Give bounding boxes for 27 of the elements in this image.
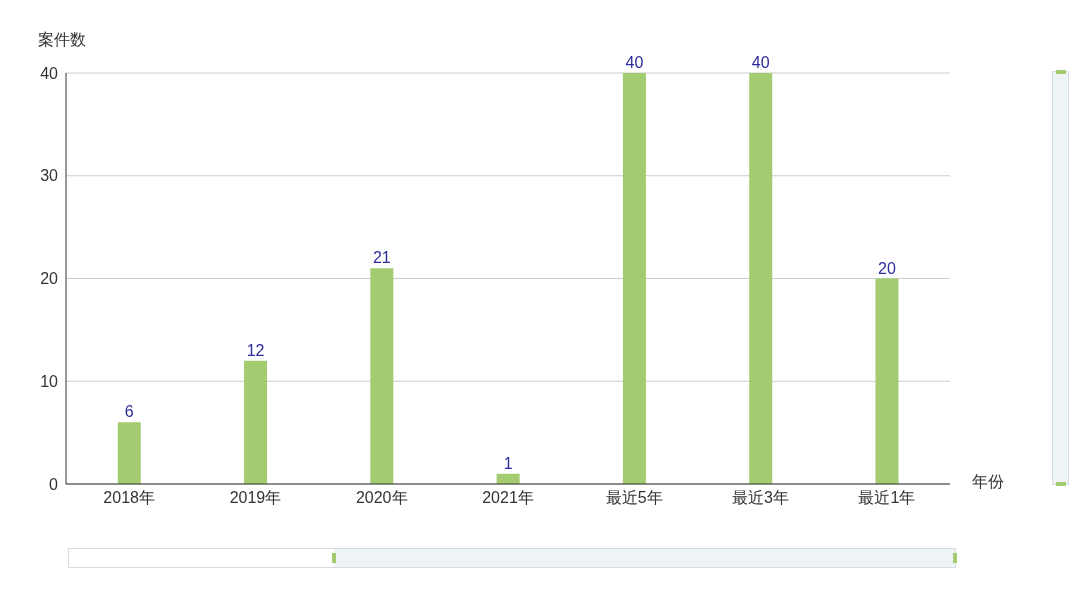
data-label: 12 bbox=[246, 341, 265, 359]
y-axis-title: 案件数 bbox=[38, 30, 86, 50]
x-tick-label: 最近1年 bbox=[858, 489, 916, 507]
x-tick-label: 2021年 bbox=[482, 489, 534, 507]
bar bbox=[370, 268, 394, 484]
x-tick-label: 2020年 bbox=[355, 489, 408, 507]
x-tick-label: 最近5年 bbox=[605, 489, 663, 507]
y-tick-label: 20 bbox=[40, 270, 59, 288]
data-label: 6 bbox=[124, 403, 134, 421]
x-tick-label: 最近3年 bbox=[732, 489, 790, 507]
bar bbox=[749, 73, 773, 484]
bar bbox=[622, 73, 646, 484]
data-label: 21 bbox=[372, 249, 391, 267]
bar bbox=[244, 360, 268, 484]
y-tick-label: 40 bbox=[40, 64, 59, 82]
x-tick-label: 2018年 bbox=[103, 489, 155, 507]
data-label: 1 bbox=[503, 454, 513, 472]
y-tick-label: 30 bbox=[40, 167, 59, 185]
bar bbox=[875, 278, 899, 484]
y-tick-label: 0 bbox=[49, 475, 59, 493]
data-label: 20 bbox=[878, 259, 896, 277]
x-axis-title: 年份 bbox=[972, 472, 1004, 492]
x-tick-label: 2019年 bbox=[229, 489, 282, 507]
bar bbox=[117, 422, 141, 484]
data-label: 40 bbox=[751, 54, 770, 71]
data-label: 40 bbox=[625, 54, 644, 71]
y-tick-label: 10 bbox=[40, 372, 59, 390]
